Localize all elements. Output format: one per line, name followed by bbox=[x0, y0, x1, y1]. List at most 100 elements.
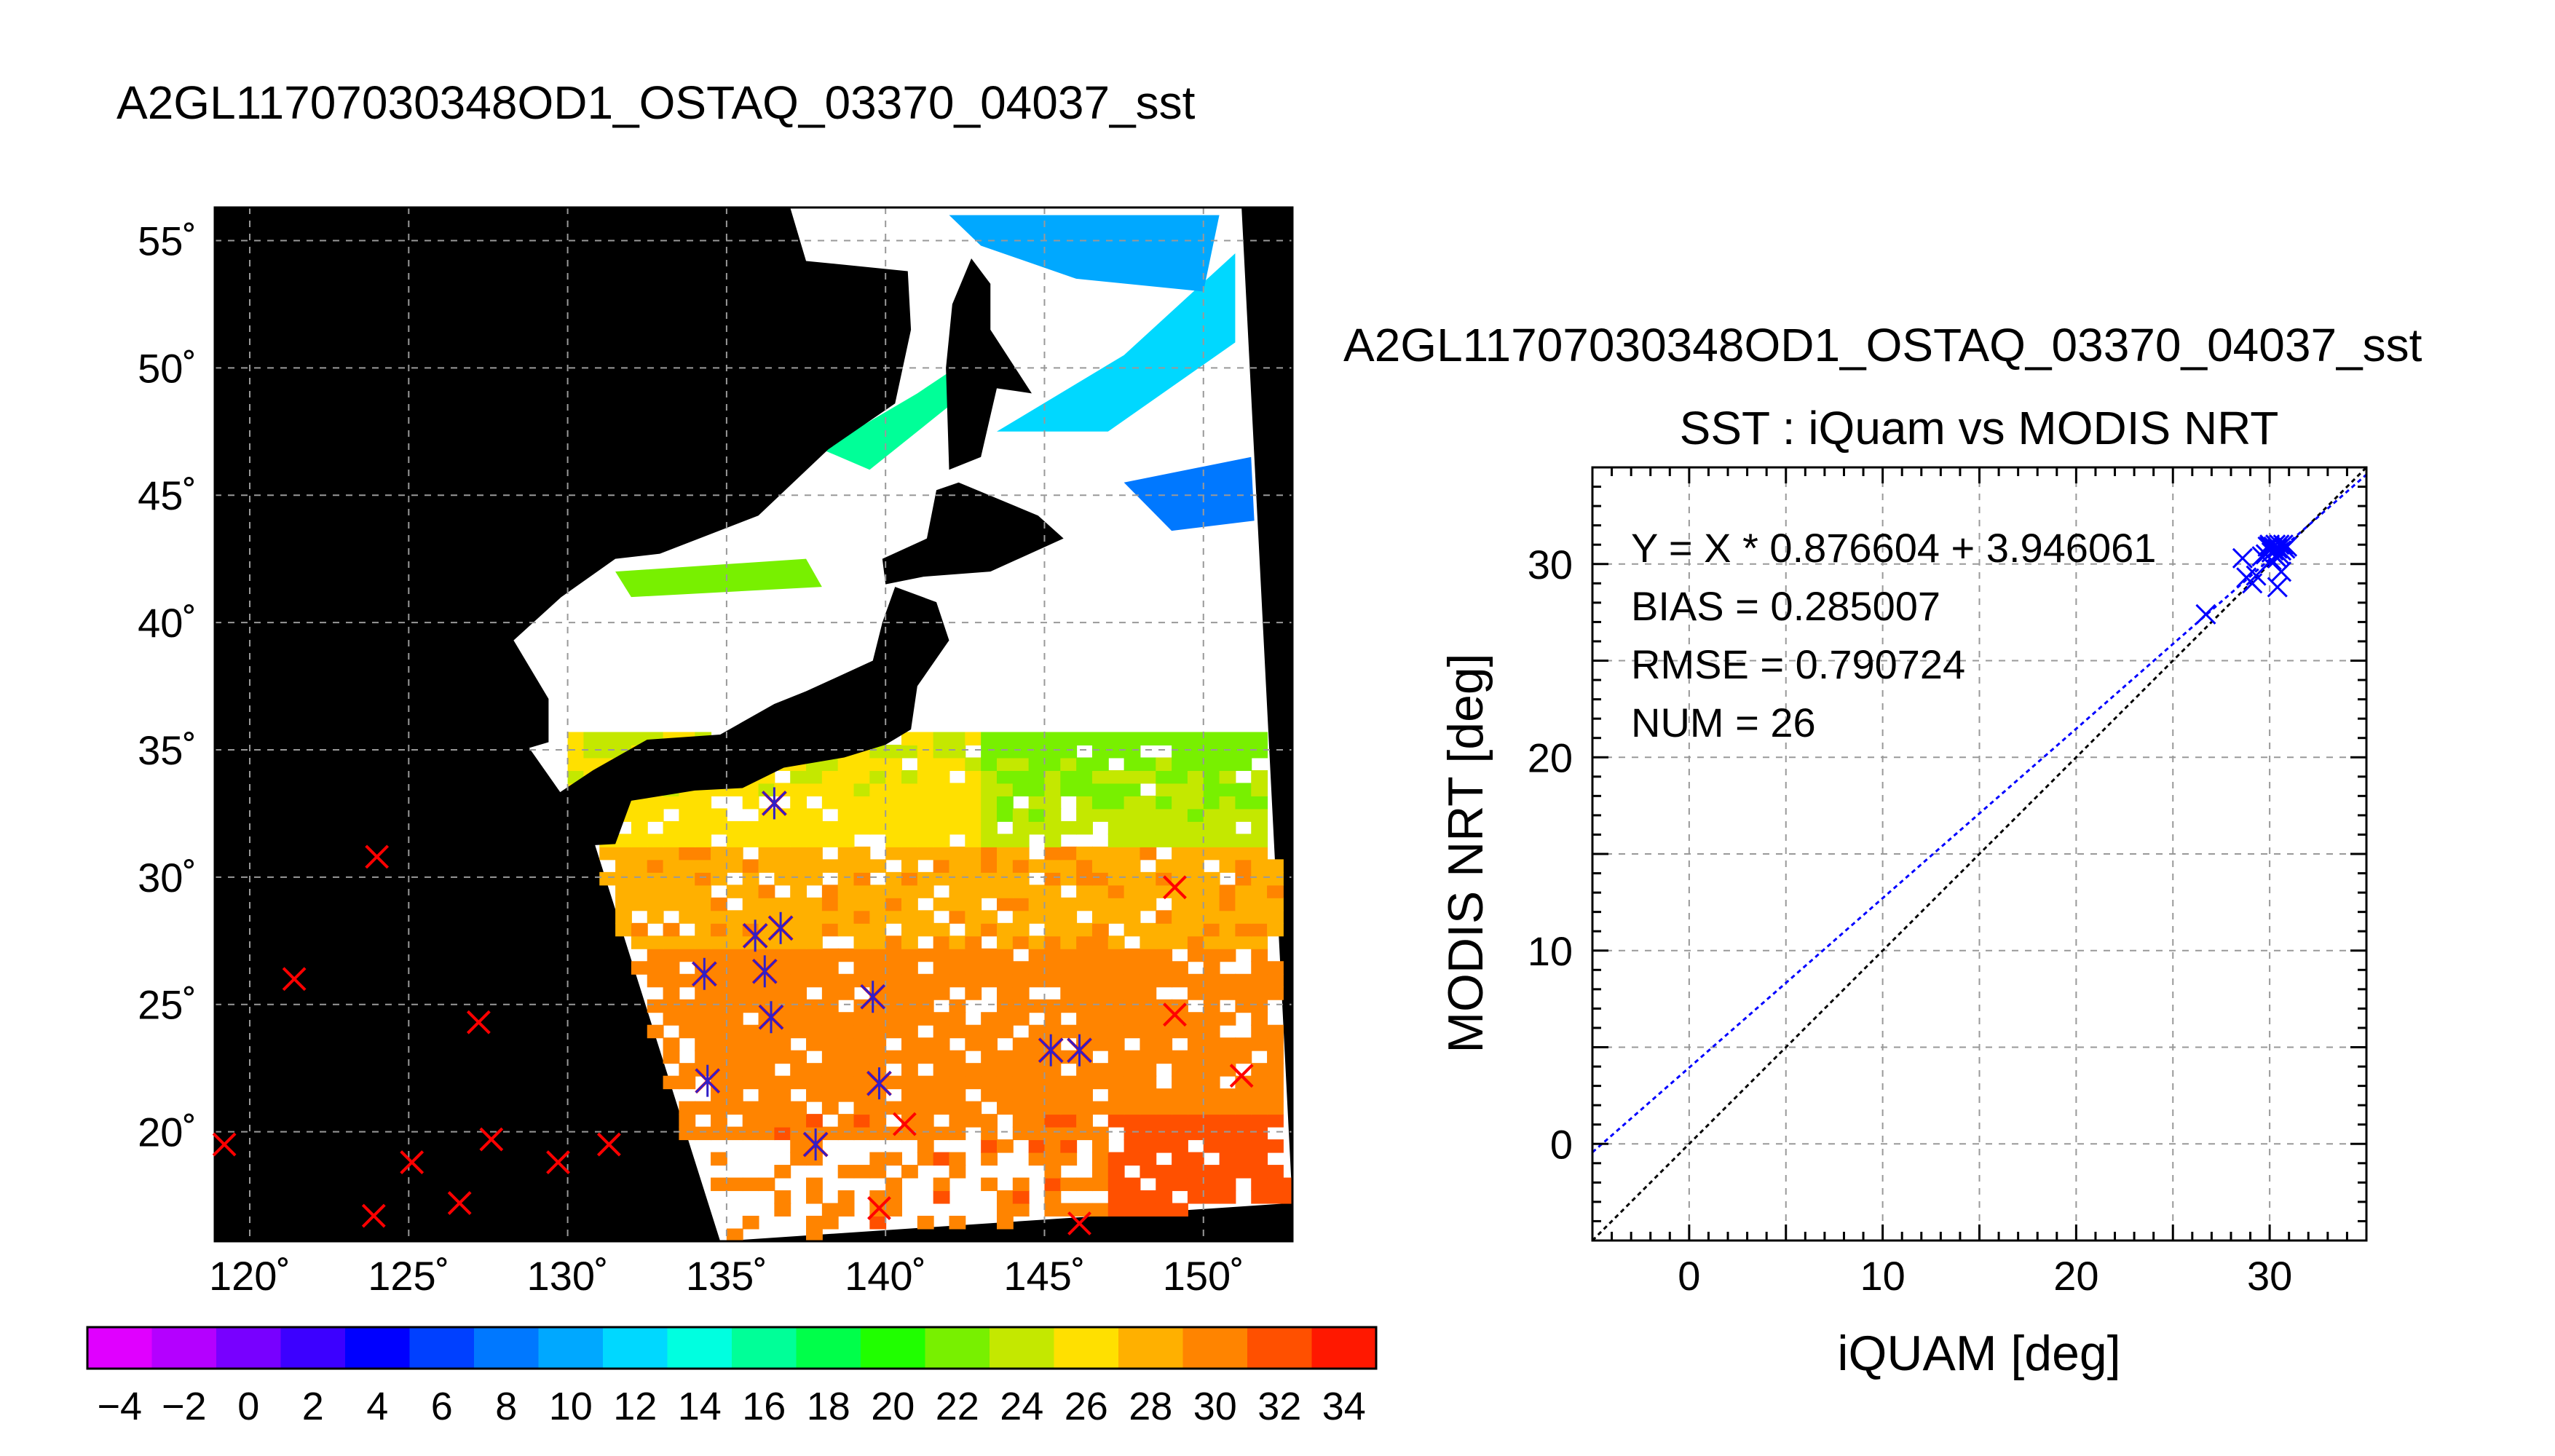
sst-cell bbox=[1076, 757, 1093, 771]
sst-cell bbox=[647, 973, 664, 988]
sst-cell bbox=[790, 986, 807, 1000]
sst-cell bbox=[1203, 1190, 1220, 1204]
sst-cell bbox=[1124, 948, 1141, 962]
sst-cell bbox=[758, 1114, 775, 1128]
sst-cell bbox=[1060, 1152, 1078, 1166]
sst-cell bbox=[837, 820, 855, 835]
sst-cell bbox=[1140, 1050, 1157, 1064]
sst-cell bbox=[1251, 986, 1268, 1000]
sst-cell bbox=[1060, 1101, 1078, 1115]
sst-cell bbox=[1076, 846, 1093, 860]
sst-cell bbox=[933, 846, 950, 860]
sst-cell bbox=[726, 1228, 743, 1241]
sst-cell bbox=[726, 1177, 743, 1192]
sst-cell bbox=[1107, 859, 1125, 873]
sst-cell bbox=[917, 783, 934, 796]
sst-cell bbox=[1091, 1075, 1109, 1090]
sst-cell bbox=[996, 1024, 1014, 1039]
sst-cell bbox=[1187, 1165, 1204, 1179]
sst-cell bbox=[1076, 1012, 1093, 1026]
buoy-marker-unmatched bbox=[212, 1132, 237, 1157]
sst-cell bbox=[742, 1075, 759, 1090]
sst-cell bbox=[1044, 1088, 1062, 1102]
sst-cell bbox=[1187, 795, 1204, 810]
sst-cell bbox=[1012, 1063, 1030, 1077]
regression-line bbox=[1592, 473, 2366, 1153]
sst-cell bbox=[663, 935, 680, 949]
sst-cell bbox=[1060, 757, 1078, 771]
sst-cell bbox=[933, 769, 950, 784]
sst-cell bbox=[1140, 961, 1157, 975]
sst-cell bbox=[933, 1037, 950, 1051]
sst-cell bbox=[679, 846, 696, 860]
sst-cell bbox=[1076, 935, 1093, 949]
sst-cell bbox=[917, 973, 934, 988]
sst-cell bbox=[821, 1012, 839, 1026]
sst-cell bbox=[1124, 986, 1141, 1000]
sst-cell bbox=[1091, 757, 1109, 771]
sst-cell bbox=[837, 859, 855, 873]
sst-cell bbox=[869, 1126, 887, 1141]
sst-cell bbox=[1235, 935, 1252, 949]
sst-cell bbox=[1060, 744, 1078, 759]
sst-cell bbox=[981, 1126, 998, 1141]
sst-cell bbox=[869, 1088, 887, 1102]
sst-cell bbox=[821, 1050, 839, 1064]
sst-cell bbox=[1044, 973, 1062, 988]
buoy-marker-unmatched bbox=[365, 844, 390, 869]
sst-cell bbox=[679, 820, 696, 835]
colorbar-tick-label: 2 bbox=[302, 1385, 324, 1428]
scatter-tick-labels: 0 0 10 10 20 20 30 30 bbox=[1528, 542, 2293, 1299]
sst-cell bbox=[917, 846, 934, 860]
sst-cell bbox=[965, 1063, 982, 1077]
colorbar: −4 −2 0 2 4 6 8 10 12 14 16 18 20 22 24 26 28 30 32 34 bbox=[86, 1326, 1378, 1428]
buoy-marker-matched bbox=[691, 957, 717, 990]
sst-cell bbox=[853, 1075, 871, 1090]
sst-cell bbox=[1044, 1024, 1062, 1039]
sst-cell bbox=[965, 1024, 982, 1039]
sst-cell bbox=[806, 1075, 823, 1090]
sst-cell bbox=[1076, 1114, 1093, 1128]
sst-cell bbox=[1028, 1024, 1046, 1039]
sst-cell bbox=[631, 961, 648, 975]
colorbar-cell bbox=[732, 1327, 797, 1369]
sst-cell bbox=[1156, 769, 1173, 784]
sst-cell bbox=[758, 1075, 775, 1090]
sst-cell bbox=[1251, 948, 1268, 962]
sst-cell bbox=[742, 885, 759, 898]
sst-cell bbox=[1219, 1165, 1236, 1179]
sst-cell bbox=[1044, 834, 1062, 847]
scatter-y-tick-label: 20 bbox=[1528, 735, 1573, 780]
sst-cell bbox=[1140, 1190, 1157, 1204]
sst-cell bbox=[821, 834, 839, 847]
sst-cell bbox=[1076, 820, 1093, 835]
sst-cell bbox=[917, 1152, 934, 1166]
sst-cell bbox=[885, 935, 903, 949]
longitude-tick-label: 125˚ bbox=[368, 1253, 449, 1299]
sst-cell bbox=[933, 986, 950, 1000]
sst-cell bbox=[1203, 948, 1220, 962]
buoy-marker-matched bbox=[1067, 1034, 1092, 1067]
sst-cell bbox=[1203, 973, 1220, 988]
sst-cell bbox=[1251, 1114, 1268, 1128]
sst-cell bbox=[1012, 859, 1030, 873]
sst-cell bbox=[806, 1228, 823, 1241]
sst-cell bbox=[933, 948, 950, 962]
sst-cell bbox=[711, 1050, 727, 1064]
sst-cell bbox=[949, 961, 966, 975]
sst-cell bbox=[885, 769, 903, 784]
sst-cell bbox=[615, 859, 632, 873]
sst-cell bbox=[695, 999, 712, 1013]
sst-cell bbox=[1251, 1126, 1268, 1141]
sst-cell bbox=[1156, 859, 1173, 873]
sst-cell bbox=[1235, 1050, 1252, 1064]
sst-cell bbox=[1140, 1063, 1157, 1077]
sst-cell bbox=[774, 1088, 791, 1102]
colorbar-cell bbox=[667, 1327, 732, 1369]
sst-cell bbox=[711, 986, 727, 1000]
sst-cell bbox=[901, 795, 918, 810]
sst-cell bbox=[1140, 732, 1157, 745]
sst-cell bbox=[1156, 935, 1173, 949]
sst-cell bbox=[1219, 859, 1236, 873]
sst-cell bbox=[1091, 986, 1109, 1000]
